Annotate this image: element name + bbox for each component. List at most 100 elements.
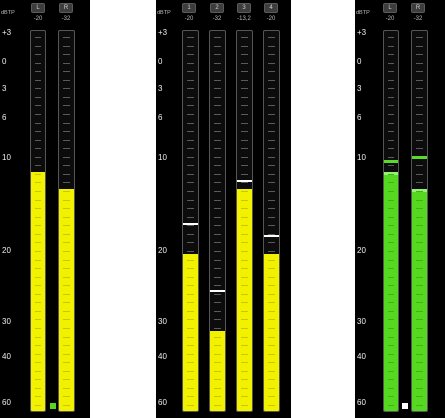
tick-mark [214,250,221,252]
channel-button-l[interactable]: L [31,3,45,13]
scale-label: 0 [2,57,7,66]
tick-mark [268,191,275,193]
tick-mark [187,96,194,98]
meter-bar-1 [182,30,199,412]
tick-mark [268,105,275,107]
channel-button-3[interactable]: 3 [237,3,251,13]
peak-readout-2: -32 [212,16,222,22]
level-fill [210,331,225,411]
tick-mark [63,96,70,98]
tick-mark [214,191,221,193]
peak-hold-marker [210,290,225,293]
tick-mark [214,302,221,304]
tick-mark [241,148,248,150]
tick-mark [214,114,221,116]
peak-hold-marker [183,222,198,225]
tick-mark [63,88,70,90]
tick-mark [35,148,41,150]
tick-mark [35,122,41,124]
scale-label: 20 [158,246,167,255]
unit-label: dBTP [1,10,15,16]
tick-mark [268,199,275,201]
tick-mark [214,71,221,73]
tick-mark [187,173,194,175]
channel-button-r[interactable]: R [411,3,425,13]
tick-mark [241,71,248,73]
tick-mark [388,54,394,56]
tick-mark [416,131,423,133]
channel-button-2[interactable]: 2 [210,3,224,13]
tick-mark [388,37,394,38]
scale-label: 60 [158,398,167,407]
tick-mark [388,156,394,158]
scale-label: 6 [158,113,163,122]
tick-mark [268,62,275,64]
tick-mark [388,62,394,64]
tick-mark [416,79,423,81]
tick-mark [416,37,423,38]
scale-label: 30 [158,317,167,326]
scale-label: 30 [357,317,366,326]
tick-mark [187,71,194,73]
tick-mark [268,173,275,175]
channel-button-1[interactable]: 1 [182,3,196,13]
tick-mark [241,131,248,133]
tick-mark [63,114,70,116]
tick-mark [214,139,221,141]
tick-mark [416,139,423,141]
scale-label: +3 [2,28,12,37]
tick-mark [214,156,221,158]
tick-mark [241,139,248,141]
tick-mark [214,37,221,38]
tick-mark [388,148,394,150]
scale-label: 3 [158,84,163,93]
scale-label: 40 [158,352,167,361]
level-fill [31,172,45,411]
tick-mark [268,225,275,227]
channel-button-r[interactable]: R [59,3,73,13]
tick-mark [187,156,194,158]
scale-label: 20 [2,246,11,255]
scale-label: 20 [357,246,366,255]
meter-bar-4 [263,30,280,412]
scale-label: +3 [158,28,168,37]
meter-panel-stereo-1: dBTP +3 0 3 6 10 20 30 40 60 L -20 R -32 [0,0,90,418]
tick-mark [268,242,275,244]
tick-mark [35,54,41,56]
tick-mark [214,122,221,124]
tick-mark [35,62,41,64]
tick-mark [268,208,275,210]
scale-label: 60 [357,398,366,407]
tick-mark [187,62,194,64]
tick-mark [268,45,275,47]
tick-mark [63,156,70,158]
tick-mark [388,114,394,116]
tick-mark [388,88,394,90]
peak-readout-l: -20 [385,16,395,22]
tick-mark [416,96,423,98]
tick-mark [416,88,423,90]
tick-mark [35,156,41,158]
tick-mark [63,139,70,141]
tick-mark [268,216,275,218]
peak-hold-marker [384,160,398,164]
tick-mark [416,105,423,107]
tick-mark [268,156,275,158]
tick-mark [241,79,248,81]
tick-mark [268,139,275,141]
tick-mark [214,131,221,133]
channel-button-l[interactable]: L [383,3,397,13]
tick-mark [63,79,70,81]
tick-mark [214,216,221,218]
tick-mark [187,131,194,133]
tick-mark [416,71,423,73]
meter-bar-r [411,30,428,412]
level-fill [384,172,398,411]
tick-mark [268,96,275,98]
status-indicator [50,403,56,409]
peak-hold-marker [412,155,427,159]
scale-label: 0 [158,57,163,66]
channel-button-4[interactable]: 4 [264,3,278,13]
tick-mark [35,37,41,38]
meter-bar-3 [236,30,253,412]
